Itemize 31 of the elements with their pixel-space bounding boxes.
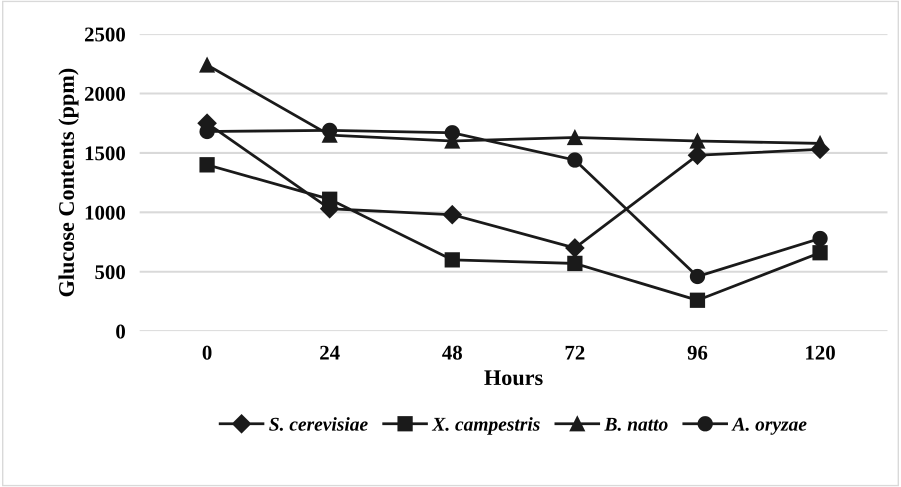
point xyxy=(567,152,583,168)
point xyxy=(690,292,706,308)
point xyxy=(199,157,215,172)
point xyxy=(567,256,583,272)
y-tick-label: 2500 xyxy=(84,27,125,42)
y-tick-label: 1000 xyxy=(86,206,125,220)
legend-label: X. campestris xyxy=(432,417,540,435)
x-tick-label: 0 xyxy=(202,346,212,360)
legend-label: B. natto xyxy=(604,418,668,431)
x-tick-label: 120 xyxy=(806,346,835,360)
legend-label: S. cerevisiae xyxy=(269,417,368,431)
point xyxy=(812,245,828,260)
point xyxy=(442,205,462,224)
legend-label: A. oryzae xyxy=(731,418,807,435)
point xyxy=(199,57,215,73)
y-tick-label: 1500 xyxy=(86,146,125,160)
x-tick-label: 96 xyxy=(688,346,708,360)
x-tick-label: 72 xyxy=(566,346,584,360)
y-tick-label: 500 xyxy=(95,265,125,280)
point xyxy=(565,238,584,258)
y-tick-label: 2000 xyxy=(84,86,125,101)
point xyxy=(444,252,460,268)
x-tick-label: 48 xyxy=(442,346,462,360)
point xyxy=(690,133,706,149)
point xyxy=(567,130,583,146)
y-axis-title: Glucose Contents (ppm) xyxy=(58,68,79,296)
x-tick-label: 24 xyxy=(320,346,340,360)
y-tick-label: 0 xyxy=(116,324,125,339)
x-axis-title: Hours xyxy=(484,370,543,386)
point xyxy=(812,230,828,246)
point xyxy=(690,268,706,284)
